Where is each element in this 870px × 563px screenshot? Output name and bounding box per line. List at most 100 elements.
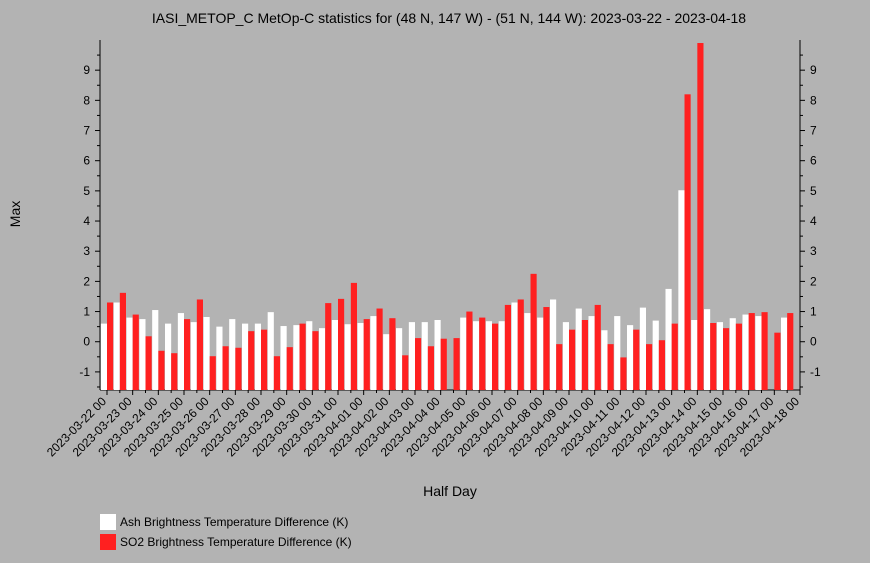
ash-bar: [742, 314, 749, 390]
so2-bar: [748, 313, 755, 390]
ash-bar: [729, 318, 736, 390]
ash-bar: [152, 310, 159, 390]
ash-bar: [331, 320, 338, 390]
ash-bar: [511, 302, 518, 390]
legend-ash-label: Ash Brightness Temperature Difference (K…: [120, 515, 349, 529]
ash-bar: [267, 312, 274, 390]
so2-bar: [543, 307, 550, 390]
ash-bar: [165, 323, 172, 390]
ash-bar: [293, 325, 300, 390]
legend: Ash Brightness Temperature Difference (K…: [100, 512, 352, 552]
so2-bar: [594, 304, 601, 390]
so2-bar: [479, 317, 486, 390]
so2-bar: [273, 356, 280, 390]
so2-bar: [530, 273, 537, 390]
ash-bar: [614, 316, 621, 390]
so2-bar: [581, 320, 588, 390]
so2-bar: [492, 323, 499, 390]
so2-bar: [248, 331, 255, 390]
ash-bar: [203, 316, 210, 390]
y-tick-label-right: 6: [810, 154, 817, 168]
ash-bar: [177, 313, 184, 390]
so2-bar: [440, 338, 447, 390]
ash-bar: [190, 322, 197, 390]
ash-bar: [485, 321, 492, 390]
so2-bar: [735, 323, 742, 390]
ash-swatch: [100, 514, 116, 530]
ash-bar: [344, 324, 351, 390]
y-tick-label-left: 0: [83, 335, 90, 349]
so2-bar: [376, 308, 383, 390]
ash-bar: [755, 316, 762, 390]
so2-bar: [684, 94, 691, 390]
so2-bar: [633, 329, 640, 390]
so2-bar: [222, 346, 229, 390]
so2-bar: [761, 312, 768, 390]
ash-bar: [550, 299, 557, 390]
so2-bar: [427, 346, 434, 390]
y-tick-label-right: -1: [810, 365, 821, 379]
so2-bar: [312, 331, 319, 390]
y-tick-label-right: 4: [810, 214, 817, 228]
so2-bar: [132, 314, 139, 390]
ash-bar: [306, 321, 313, 390]
ash-bar: [524, 313, 531, 390]
y-tick-label-left: 5: [83, 184, 90, 198]
ash-bar: [639, 307, 646, 390]
so2-bar: [658, 340, 665, 390]
ash-bar: [113, 302, 120, 390]
ash-bar: [100, 323, 107, 390]
chart-title: IASI_METOP_C MetOp-C statistics for (48 …: [152, 10, 746, 26]
so2-bar: [415, 338, 422, 390]
y-tick-label-left: 4: [83, 214, 90, 228]
so2-bar: [261, 329, 268, 390]
y-tick-label-right: 8: [810, 93, 817, 107]
ash-bar: [627, 325, 634, 390]
so2-bar: [338, 298, 345, 390]
ash-bar: [601, 330, 608, 390]
y-tick-label-left: 1: [83, 305, 90, 319]
y-tick-label-left: 8: [83, 93, 90, 107]
so2-bar: [504, 304, 511, 390]
so2-bar: [787, 313, 794, 390]
so2-bar: [184, 319, 191, 390]
so2-bar: [107, 302, 114, 390]
y-tick-label-left: 7: [83, 124, 90, 138]
ash-bar: [242, 323, 249, 390]
so2-bar: [196, 299, 203, 390]
y-tick-label-right: 9: [810, 63, 817, 77]
ash-bar: [370, 316, 377, 390]
ash-bar: [678, 190, 685, 390]
so2-bar: [607, 344, 614, 390]
ash-bar: [498, 321, 505, 390]
so2-bar: [723, 328, 730, 390]
legend-so2-label: SO2 Brightness Temperature Difference (K…: [120, 535, 352, 549]
y-tick-label-right: 1: [810, 305, 817, 319]
ash-bar: [383, 334, 390, 390]
ash-bar: [665, 288, 672, 390]
so2-bar: [556, 344, 563, 390]
y-tick-label-left: 9: [83, 63, 90, 77]
y-tick-label-right: 3: [810, 244, 817, 258]
y-tick-label-right: 2: [810, 274, 817, 288]
ash-bar: [434, 320, 441, 390]
so2-bar: [299, 323, 306, 390]
ash-bar: [396, 328, 403, 390]
so2-bar: [697, 43, 704, 390]
ash-bar: [537, 317, 544, 390]
ash-bar: [588, 316, 595, 390]
so2-bar: [171, 353, 178, 390]
so2-swatch: [100, 534, 116, 550]
so2-bar: [389, 318, 396, 390]
ash-bar: [781, 317, 788, 390]
so2-bar: [350, 282, 357, 390]
y-tick-label-right: 0: [810, 335, 817, 349]
y-tick-label-right: 7: [810, 124, 817, 138]
ash-bar: [716, 322, 723, 390]
ash-bar: [704, 309, 711, 390]
so2-bar: [286, 347, 293, 390]
ash-bar: [691, 320, 698, 390]
y-tick-label-left: 3: [83, 244, 90, 258]
